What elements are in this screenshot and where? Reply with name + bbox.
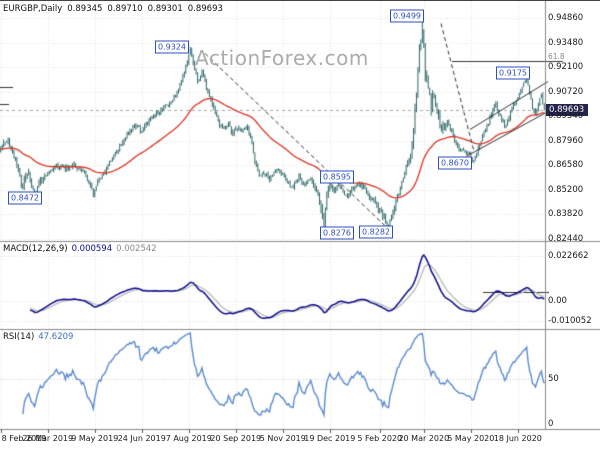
symbol-ohlc-label: EURGBP,Daily 0.89345 0.89710 0.89301 0.89693	[3, 4, 228, 14]
date-label: 5 May 2020	[447, 434, 495, 443]
macd-indicator-label: MACD(12,26,9) 0.000594 0.002542	[3, 244, 161, 254]
swing-price-label: 0.8276	[320, 226, 354, 240]
symbol-label: EURGBP,Daily	[3, 4, 63, 14]
macd-name: MACD(12,26,9)	[3, 244, 68, 254]
price-axis-label: 0.83820	[548, 209, 584, 220]
open-value: 0.89345	[67, 4, 103, 14]
date-label: 5 Feb 2020	[357, 434, 403, 443]
price-axis-label: 0.85200	[548, 184, 584, 195]
price-axis-label: 0.87960	[548, 135, 584, 146]
macd-main-value: 0.000594	[71, 244, 113, 254]
swing-price-label: 0.9324	[155, 40, 189, 54]
swing-price-label: 0.9175	[496, 66, 530, 80]
price-axis-label: 0.92100	[548, 62, 584, 73]
macd-axis-label: -0.010052	[548, 316, 592, 327]
rsi-value: 47.6209	[38, 332, 74, 342]
fib-level-label: 61.8	[548, 52, 565, 61]
close-value: 0.89693	[187, 4, 223, 14]
rsi-indicator-label: RSI(14) 47.6209	[3, 332, 77, 342]
date-label: 26 Mar 2019	[22, 434, 74, 443]
date-label: 20 Sep 2019	[210, 434, 262, 443]
high-value: 0.89710	[107, 4, 143, 14]
rsi-name: RSI(14)	[3, 332, 35, 342]
rsi-axis-label: 50	[548, 374, 559, 384]
price-axis-label: 0.93480	[548, 37, 584, 48]
date-label: 20 Mar 2020	[398, 434, 450, 443]
date-label: 7 Aug 2019	[165, 434, 212, 443]
low-value: 0.89301	[147, 4, 183, 14]
rsi-axis-label: 0	[548, 419, 554, 429]
swing-price-label: 0.8282	[359, 225, 393, 239]
price-axis-label: 0.90720	[548, 86, 584, 97]
date-label: 5 Nov 2019	[259, 434, 306, 443]
swing-price-label: 0.8595	[320, 170, 354, 184]
swing-price-label: 0.9499	[390, 9, 424, 23]
watermark: ActionForex.com	[195, 46, 369, 70]
macd-axis-label: 0.022662	[548, 250, 589, 261]
date-label: 9 May 2019	[71, 434, 119, 443]
date-label: 24 Jun 2019	[117, 434, 166, 443]
current-price-tag: 0.89693	[546, 104, 588, 116]
swing-price-label: 0.8670	[438, 156, 472, 170]
price-axis-label: 0.86580	[548, 160, 584, 171]
price-axis-label: 0.94860	[548, 13, 584, 23]
macd-axis-label: 0.00	[548, 296, 567, 306]
macd-signal-value: 0.002542	[116, 244, 157, 254]
price-axis-label: 0.89340	[548, 111, 584, 122]
date-label: 8 Feb 2019	[1, 434, 47, 443]
date-label: 18 Jun 2020	[493, 434, 542, 443]
date-label: 19 Dec 2019	[304, 434, 356, 443]
swing-price-label: 0.8472	[8, 191, 42, 205]
price-axis-label: 0.82440	[548, 233, 584, 244]
